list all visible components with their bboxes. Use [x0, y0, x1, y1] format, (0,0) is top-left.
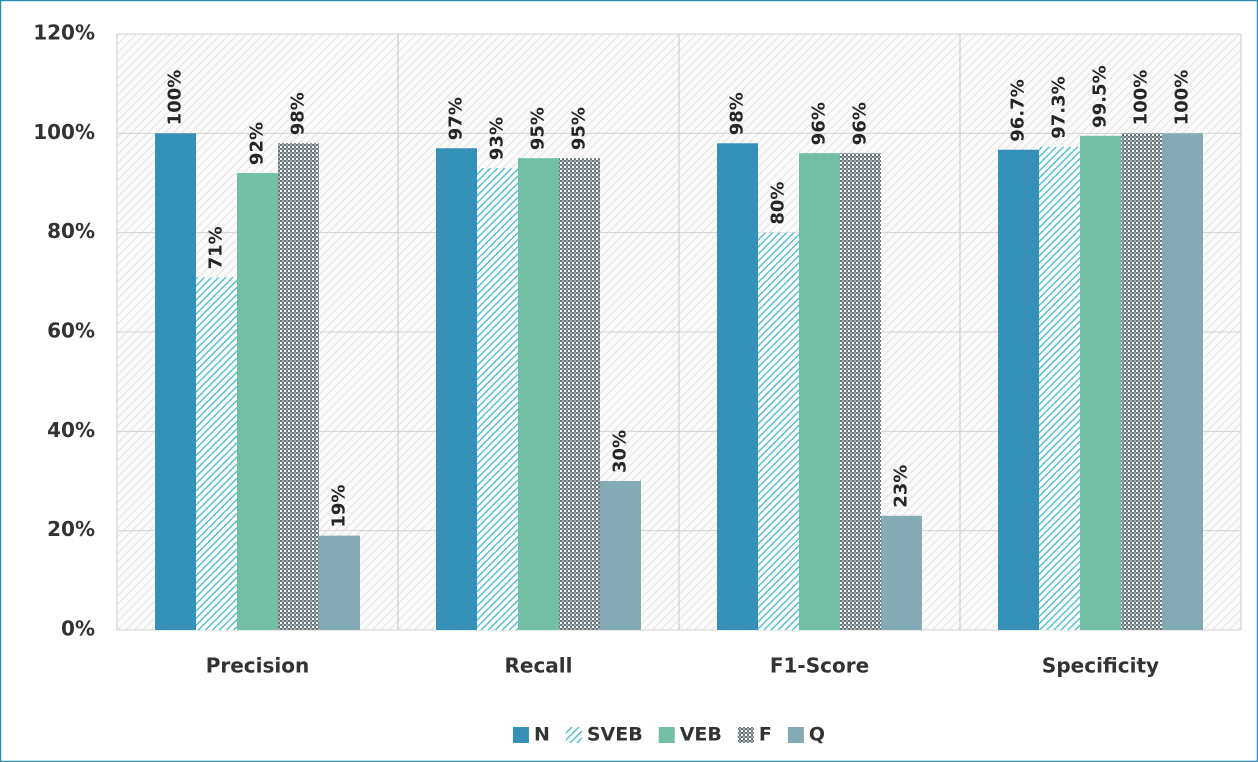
data-label: 96%: [850, 102, 871, 145]
bar: [1039, 146, 1080, 630]
bar: [1162, 133, 1203, 631]
y-tick-label: 60%: [47, 319, 95, 343]
data-label: 23%: [891, 465, 912, 508]
data-label: 71%: [206, 226, 227, 269]
data-label: 100%: [165, 70, 186, 126]
data-label: 95%: [528, 107, 549, 150]
x-tick-label: Recall: [504, 654, 572, 678]
legend-swatch: [565, 727, 582, 743]
data-label: 92%: [247, 122, 268, 165]
bar: [998, 149, 1039, 630]
data-label: 98%: [288, 92, 309, 135]
legend-label: F: [759, 724, 772, 746]
data-label: 97.3%: [1049, 76, 1070, 138]
data-label: 96.7%: [1008, 79, 1029, 141]
bar: [717, 143, 758, 630]
y-tick-label: 0%: [61, 617, 95, 641]
legend: N SVEB VEB F Q: [512, 724, 825, 746]
data-label: 93%: [487, 117, 508, 160]
bar: [799, 153, 840, 630]
y-tick-label: 120%: [33, 21, 95, 45]
bar: [758, 232, 799, 630]
legend-swatch: [658, 727, 675, 743]
x-tick-label: F1-Score: [770, 654, 869, 678]
bar: [436, 148, 477, 630]
bar: [600, 481, 641, 630]
bar: [477, 168, 518, 630]
data-label: 100%: [1131, 70, 1152, 126]
data-label: 100%: [1172, 70, 1193, 126]
legend-label: N: [534, 724, 550, 746]
legend-swatch: [787, 727, 804, 743]
data-label: 96%: [809, 102, 830, 145]
bar: [278, 143, 319, 630]
data-label: 97%: [446, 97, 467, 140]
x-tick-label: Specificity: [1042, 654, 1159, 678]
bar: [559, 158, 600, 630]
bar: [840, 153, 881, 630]
data-label: 98%: [727, 92, 748, 135]
y-tick-label: 80%: [47, 219, 95, 243]
bar: [881, 515, 922, 630]
data-label: 30%: [610, 430, 631, 473]
y-tick-label: 40%: [47, 418, 95, 442]
y-tick-label: 20%: [47, 517, 95, 541]
y-tick-label: 100%: [33, 120, 95, 144]
data-label: 19%: [329, 485, 350, 528]
bar: [518, 158, 559, 630]
legend-swatch: [737, 727, 754, 743]
bar: [196, 277, 237, 630]
bar: [237, 173, 278, 631]
bar: [319, 535, 360, 630]
bar: [1121, 133, 1162, 631]
data-label: 80%: [768, 182, 789, 225]
legend-label: Q: [809, 724, 825, 746]
legend-label: SVEB: [587, 724, 643, 746]
data-label: 95%: [569, 107, 590, 150]
legend-label: VEB: [680, 724, 722, 746]
data-label: 99.5%: [1090, 65, 1111, 127]
x-tick-label: Precision: [206, 654, 310, 678]
bar: [155, 133, 196, 631]
legend-swatch: [512, 727, 529, 743]
bar: [1080, 135, 1121, 631]
